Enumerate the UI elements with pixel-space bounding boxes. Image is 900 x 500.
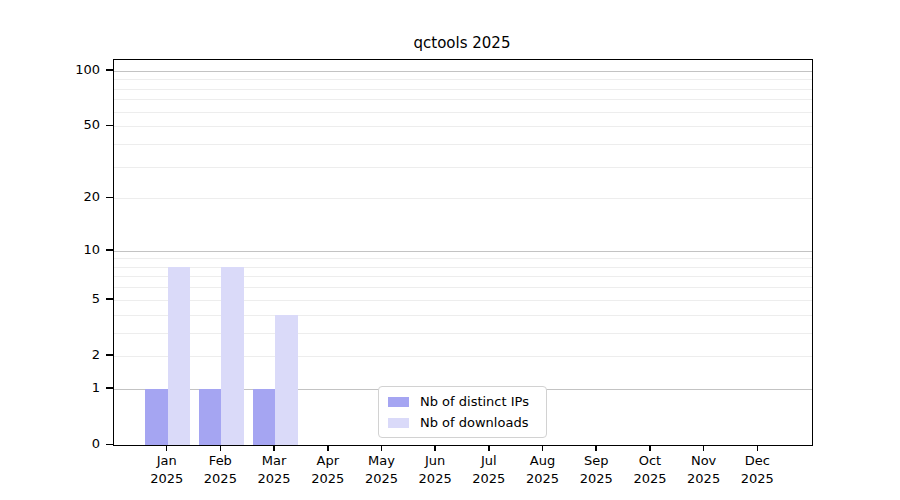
x-tick-mark [649, 446, 651, 451]
bar-distinct-ips-mar [253, 389, 276, 445]
y-tick-label: 5 [12, 291, 100, 307]
chart-figure: qctools 2025 Nb of distinct IPs Nb of do… [0, 0, 900, 500]
minor-gridline [114, 99, 812, 100]
legend-swatch-downloads-icon [388, 418, 409, 428]
minor-gridline [114, 356, 812, 357]
legend: Nb of distinct IPs Nb of downloads [378, 386, 547, 438]
plot-area: Nb of distinct IPs Nb of downloads [113, 59, 813, 446]
y-tick-mark [106, 69, 113, 71]
y-tick-label: 10 [12, 242, 100, 258]
minor-gridline [114, 79, 812, 80]
minor-gridline [114, 333, 812, 334]
x-tick-mark [166, 446, 168, 451]
x-tick-mark [381, 446, 383, 451]
minor-gridline [114, 276, 812, 277]
y-tick-mark [106, 249, 113, 251]
y-tick-label: 50 [12, 117, 100, 133]
minor-gridline [114, 144, 812, 145]
chart-title: qctools 2025 [113, 34, 811, 52]
y-tick-mark [106, 444, 113, 446]
x-tick-mark [488, 446, 490, 451]
x-tick-mark [757, 446, 759, 451]
y-tick-label: 0 [12, 436, 100, 452]
y-tick-mark [106, 387, 113, 389]
legend-label-distinct-ips: Nb of distinct IPs [420, 393, 529, 410]
y-tick-label: 20 [12, 189, 100, 205]
minor-gridline [114, 126, 812, 127]
major-gridline [114, 251, 812, 252]
x-tick-mark [273, 446, 275, 451]
minor-gridline [114, 167, 812, 168]
bar-distinct-ips-jan [145, 389, 168, 445]
minor-gridline [114, 112, 812, 113]
minor-gridline [114, 315, 812, 316]
legend-item-distinct-ips: Nb of distinct IPs [388, 393, 536, 410]
x-tick-mark [434, 446, 436, 451]
bar-downloads-jan [168, 267, 191, 445]
minor-gridline [114, 258, 812, 259]
minor-gridline [114, 89, 812, 90]
y-tick-mark [106, 125, 113, 127]
y-tick-mark [106, 298, 113, 300]
y-tick-mark [106, 354, 113, 356]
legend-swatch-distinct-ips-icon [388, 397, 409, 407]
y-tick-label: 2 [12, 347, 100, 363]
y-tick-label: 100 [12, 62, 100, 78]
legend-label-downloads: Nb of downloads [420, 414, 528, 431]
bar-distinct-ips-feb [199, 389, 222, 445]
x-tick-mark [220, 446, 222, 451]
x-tick-mark [327, 446, 329, 451]
bar-downloads-feb [221, 267, 244, 445]
minor-gridline [114, 267, 812, 268]
minor-gridline [114, 287, 812, 288]
x-tick-label: Dec 2025 [725, 452, 789, 488]
x-tick-mark [703, 446, 705, 451]
bar-downloads-mar [275, 315, 298, 445]
y-tick-mark [106, 197, 113, 199]
x-tick-mark [595, 446, 597, 451]
minor-gridline [114, 300, 812, 301]
y-tick-label: 1 [12, 380, 100, 396]
major-gridline [114, 71, 812, 72]
legend-item-downloads: Nb of downloads [388, 414, 536, 431]
minor-gridline [114, 198, 812, 199]
x-tick-mark [542, 446, 544, 451]
